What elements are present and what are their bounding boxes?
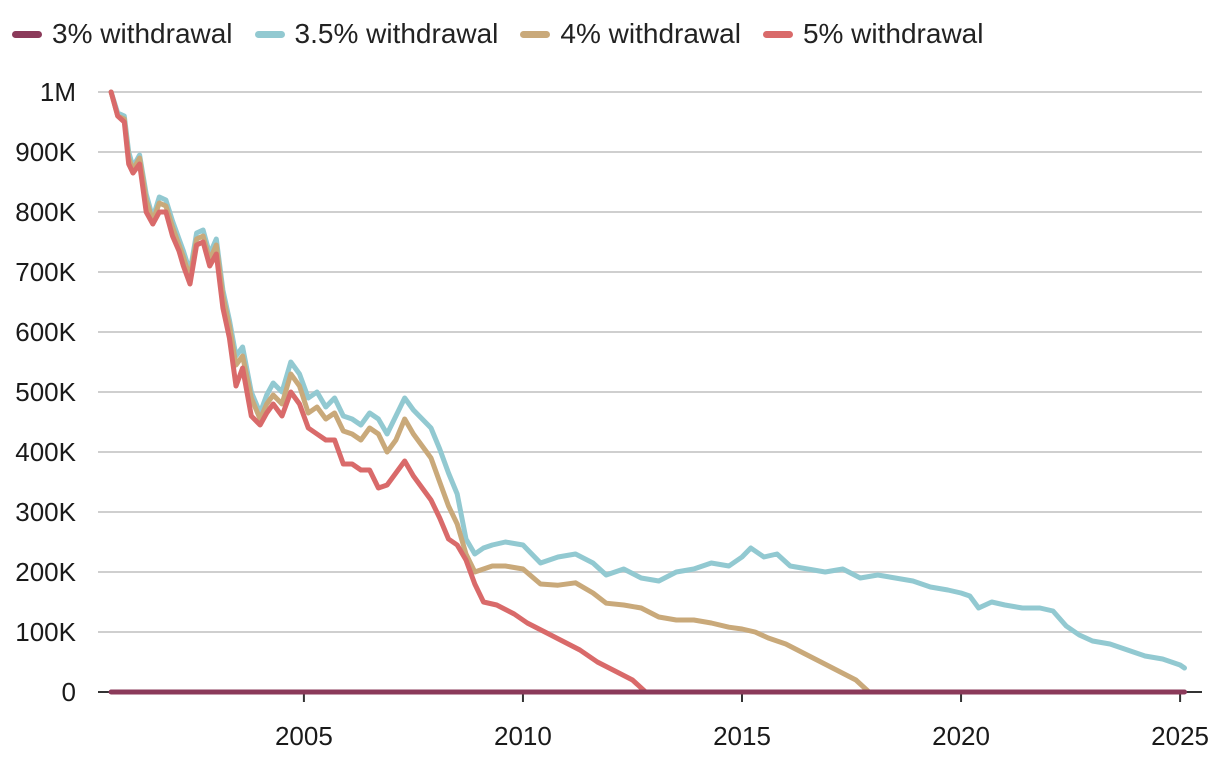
legend-item-4pct[interactable]: 4% withdrawal: [520, 18, 741, 50]
legend-label-5pct: 5% withdrawal: [802, 18, 984, 49]
legend-item-3-5pct[interactable]: 3.5% withdrawal: [254, 18, 499, 50]
legend-label-3pct: 3% withdrawal: [52, 18, 233, 49]
y-tick-label: 800K: [15, 197, 76, 227]
x-axis-ticks: 2005 2010 2015 2020 2025: [275, 692, 1209, 751]
series-line-5-withdrawal[interactable]: [108, 89, 649, 695]
legend-label-4pct: 4% withdrawal: [560, 18, 741, 49]
series-lines: [108, 89, 1187, 695]
y-tick-label: 700K: [15, 257, 76, 287]
x-tick-label: 2015: [713, 721, 771, 751]
y-tick-label: 0: [62, 677, 76, 707]
y-tick-label: 200K: [15, 557, 76, 587]
legend-label-3-5pct: 3.5% withdrawal: [294, 18, 499, 49]
x-tick-label: 2025: [1151, 721, 1209, 751]
x-tick-label: 2020: [932, 721, 990, 751]
legend-swatch-4pct: [520, 30, 551, 38]
y-tick-label: 300K: [15, 497, 76, 527]
y-tick-label: 900K: [15, 137, 76, 167]
legend-swatch-3pct: [12, 30, 42, 38]
y-tick-label: 400K: [15, 437, 76, 467]
series-line-4-withdrawal[interactable]: [108, 89, 872, 695]
legend-swatch-3-5pct: [254, 30, 285, 38]
y-tick-label: 1M: [40, 77, 76, 107]
series-line-3-5-withdrawal[interactable]: [108, 89, 1187, 671]
y-tick-label: 600K: [15, 317, 76, 347]
legend: 3% withdrawal 3.5% withdrawal 4% withdra…: [12, 14, 983, 54]
gridlines: [98, 91, 1202, 693]
y-axis-ticks: 0 100K 200K 300K 400K 500K 600K 700K 800K 900K 1M: [15, 77, 76, 707]
x-tick-label: 2005: [275, 721, 333, 751]
legend-swatch-5pct: [762, 30, 793, 38]
y-tick-label: 100K: [15, 617, 76, 647]
y-tick-label: 500K: [15, 377, 76, 407]
x-tick-label: 2010: [494, 721, 552, 751]
legend-item-3pct[interactable]: 3% withdrawal: [12, 18, 233, 50]
legend-item-5pct[interactable]: 5% withdrawal: [762, 18, 984, 50]
